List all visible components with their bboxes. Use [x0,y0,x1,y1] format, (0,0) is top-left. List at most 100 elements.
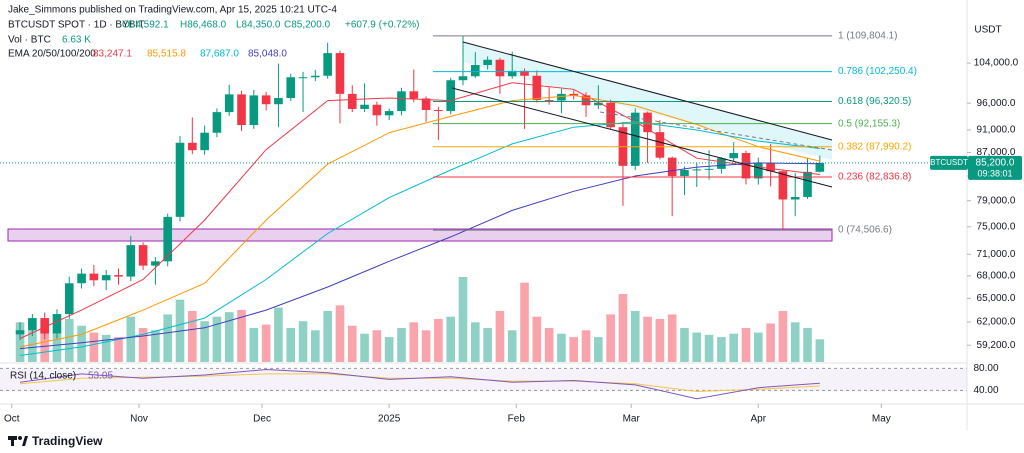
candle-body [151,261,160,266]
y-tick-label: 68,000.0 [977,270,1016,281]
y-tick-label: 91,000.0 [977,125,1016,136]
volume-bar [274,307,283,362]
candle-body [372,104,382,116]
logo-mark [22,436,28,446]
volume-bar [188,311,197,362]
volume-bar [741,328,751,362]
candle-body [64,283,74,315]
volume-bar [15,322,25,362]
candle-body [495,59,505,77]
y-tick-label: 71,000.0 [977,249,1016,260]
candle-body [766,162,775,172]
candle-body [286,77,296,98]
volume-bar [372,330,382,362]
candle-body [323,53,332,76]
ema-line [20,121,820,356]
candle-body [274,97,283,105]
x-tick-label: Feb [508,414,526,425]
candle-body [163,216,173,262]
candle-body [458,76,468,81]
candle-body [520,70,529,76]
candle-body [470,65,480,77]
rsi-title: RSI (14, close) [10,371,76,382]
volume-bar [347,325,357,362]
trend-line [462,41,833,141]
candle-body [200,132,209,151]
volume-bar [557,333,566,362]
candle-body [606,102,615,128]
ohlc-high: H86,468.0 [180,20,227,31]
candle-body [335,53,345,94]
volume-bar [704,334,714,362]
candle-body [77,273,86,284]
volume-bar [384,337,394,362]
y-tick-label: 104,000.0 [974,58,1019,69]
rsi-line [20,368,820,400]
candle-body [397,91,406,112]
candle-body [126,245,136,277]
ohlc-low: L84,350.0 [236,20,281,31]
candle-body [643,112,652,133]
y-tick-label: 79,000.0 [977,195,1016,206]
candle-body [434,109,443,112]
candle-body [261,95,271,105]
fib-label: 0.382 (87,990.2) [838,141,911,152]
volume-bar [28,330,37,362]
candle-body [778,171,788,200]
published-note: Jake_Simmons published on TradingView.co… [8,5,337,16]
volume-bar [212,316,222,362]
volume-bar [778,311,788,362]
currency: USDT [974,25,1001,36]
candle-body [483,59,492,66]
volume-bar [667,314,677,362]
y-tick-label: 65,000.0 [977,293,1016,304]
candle-body [803,171,812,197]
rsi-tick-label: 40.00 [973,385,998,396]
candle-body [729,153,738,159]
logo-mark [11,436,14,446]
volume-bar [64,318,74,362]
rsi-value: 53.05 [88,371,113,382]
volume-bar [261,324,271,362]
ema-line [20,162,820,350]
fib-label: 0.5 (92,155.3) [838,118,900,129]
x-tick-label: Dec [253,414,271,425]
fib-label: 0.236 (82,836.8) [838,172,911,183]
volume-bar [766,323,775,362]
candle-body [188,142,197,151]
symbol-tag-label: BTCUSDT [930,158,968,167]
candle-body [15,330,25,335]
volume-bar [692,332,702,362]
volume-bar [815,339,825,362]
candle-body [237,94,246,126]
volume-bar [803,328,812,362]
volume-bar [323,311,332,362]
candle-body [40,318,49,334]
candle-body [655,132,665,158]
candle-body [544,100,554,102]
symbol: BTCUSDT SPOT · 1D · BYBIT [8,20,144,31]
volume-bar [237,309,246,362]
volume-bar [52,333,62,362]
logo-mark [18,436,22,440]
volume-bar [126,316,136,362]
logo [8,436,28,446]
volume-bar [298,321,308,362]
volume-bar [643,316,652,362]
candle-body [790,196,800,200]
volume-value: 6.63 K [62,35,91,46]
candle-body [101,275,111,281]
price-tag-timer: 09:38:01 [977,168,1012,178]
y-tick-label: 62,000.0 [977,317,1016,328]
price-tag-label: 85,200.0 [976,158,1015,169]
candle-body [815,162,825,172]
x-tick-label: Mar [623,414,641,425]
volume-bar [360,333,369,362]
volume-bar [249,328,259,362]
candle-body [717,158,726,169]
x-tick-label: May [872,414,891,425]
price-tag [968,155,1022,180]
volume-bar [495,311,505,362]
volume-bar [200,321,209,362]
